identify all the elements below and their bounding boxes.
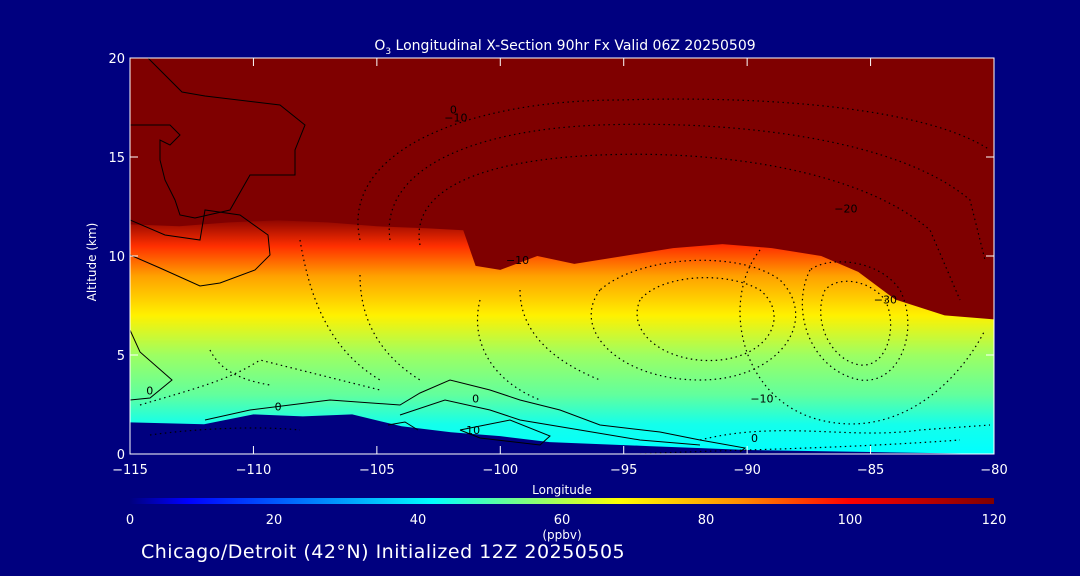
contour-lines xyxy=(130,58,747,453)
colorbar-tick-label: 80 xyxy=(698,513,715,528)
y-tick-label: 5 xyxy=(117,349,125,364)
x-tick-label: −85 xyxy=(857,463,884,478)
x-tick-label: −105 xyxy=(359,463,395,478)
contour-line xyxy=(130,329,173,401)
terrain-mask xyxy=(130,414,994,454)
footer-caption: Chicago/Detroit (42°N) Initialized 12Z 2… xyxy=(141,541,626,563)
contour-label: −10 xyxy=(506,254,529,267)
x-tick-label: −115 xyxy=(112,463,148,478)
contour-label: −20 xyxy=(834,202,857,215)
x-tick-label: −110 xyxy=(236,463,272,478)
contour-label: −30 xyxy=(874,294,897,307)
x-tick-label: −95 xyxy=(610,463,637,478)
contour-line xyxy=(476,299,541,401)
colorbar: 0 20 40 60 80 100 120 (ppbv) xyxy=(126,498,1007,542)
colorbar-tick-label: 0 xyxy=(126,513,134,528)
contour-line xyxy=(130,209,271,287)
contour-label: −10 xyxy=(444,111,467,124)
y-tick-label: 0 xyxy=(117,448,125,463)
contour-line xyxy=(626,439,961,454)
y-axis: 0 5 10 15 20 xyxy=(108,52,994,463)
chart-title: O3 Longitudinal X-Section 90hr Fx Valid … xyxy=(374,38,755,57)
contour-label: 0 xyxy=(472,393,479,406)
y-tick-label: 10 xyxy=(108,250,125,265)
y-tick-label: 15 xyxy=(108,151,125,166)
contour-line xyxy=(699,424,991,441)
contour-line xyxy=(149,427,301,436)
y-axis-label: Altitude (km) xyxy=(85,223,99,302)
colorbar-tick-label: 20 xyxy=(266,513,283,528)
contour-line xyxy=(590,259,797,381)
contour-line xyxy=(739,249,986,425)
contour-line xyxy=(801,261,909,381)
contour-line xyxy=(204,379,747,453)
contour-label: 0 xyxy=(450,103,457,116)
contour-label: 0 xyxy=(146,385,153,398)
colorbar-unit: (ppbv) xyxy=(542,528,581,542)
colorbar-tick-label: 40 xyxy=(410,513,427,528)
contour-line xyxy=(418,153,961,301)
x-axis: −115 −110 −105 −100 −95 −90 −85 −80 xyxy=(112,58,1008,478)
colorbar-ticks: 0 20 40 60 80 100 120 xyxy=(126,513,1007,528)
contour-line xyxy=(130,58,306,219)
negative-contour-lines xyxy=(139,98,991,454)
contour-label: 10 xyxy=(466,424,480,437)
contour-line xyxy=(299,239,381,381)
stratosphere-region xyxy=(130,58,994,320)
contour-line xyxy=(820,280,892,366)
contour-line xyxy=(459,419,551,446)
x-tick-label: −90 xyxy=(733,463,760,478)
contour-label: 0 xyxy=(751,432,758,445)
colorbar-ramp xyxy=(130,498,994,504)
contour-label: 0 xyxy=(275,400,282,413)
contour-line xyxy=(387,421,419,431)
contour-line xyxy=(209,349,271,386)
x-axis-label: Longitude xyxy=(532,483,592,497)
contour-line xyxy=(519,289,601,381)
colorbar-tick-label: 120 xyxy=(982,513,1007,528)
y-tick-label: 20 xyxy=(108,52,125,67)
x-tick-label: −100 xyxy=(482,463,518,478)
colorbar-tick-label: 60 xyxy=(554,513,571,528)
colorbar-tick-label: 100 xyxy=(838,513,863,528)
contour-label: −10 xyxy=(750,393,773,406)
contour-line xyxy=(399,399,701,446)
x-tick-label: −80 xyxy=(980,463,1007,478)
